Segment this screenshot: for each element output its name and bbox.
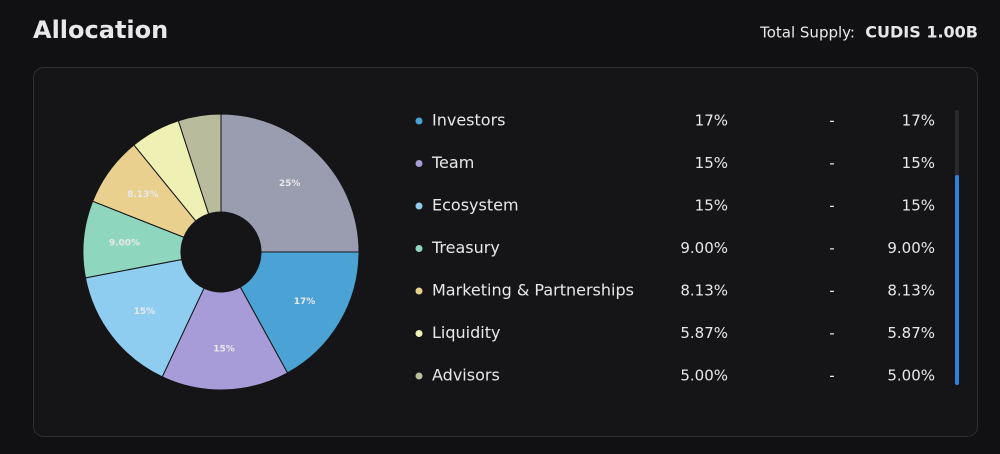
- legend-swatch: [415, 330, 423, 337]
- legend-percent-max: 17%: [902, 112, 935, 130]
- legend-percent-max: 15%: [902, 197, 935, 215]
- slice-label: 15%: [213, 344, 235, 354]
- title: Allocation: [33, 16, 168, 44]
- supply-label: Total Supply:: [759, 24, 855, 42]
- legend-label: Team: [431, 153, 474, 172]
- legend-swatch: [415, 202, 423, 210]
- legend-percent: 17%: [695, 112, 728, 130]
- slice-label: 25%: [279, 179, 301, 189]
- legend-separator: -: [829, 197, 834, 215]
- slice: [220, 113, 360, 253]
- legend-percent-max: 9.00%: [887, 239, 935, 257]
- legend-label: Marketing & Partnerships: [432, 281, 634, 300]
- legend-percent: 15%: [695, 154, 728, 172]
- legend-percent-max: 15%: [902, 154, 935, 172]
- legend-percent-max: 5.00%: [887, 367, 935, 385]
- legend-percent-max: 5.87%: [887, 324, 935, 342]
- legend-separator: -: [829, 282, 834, 300]
- legend-percent: 5.87%: [680, 324, 728, 342]
- legend-label: Investors: [432, 111, 505, 130]
- legend-percent: 8.13%: [680, 282, 728, 300]
- slice: [177, 113, 222, 215]
- slice-label: 8.13%: [127, 190, 158, 200]
- legend-swatch: [415, 160, 423, 167]
- legend-separator: -: [829, 154, 834, 172]
- legend-separator: -: [829, 239, 834, 257]
- legend-separator: -: [829, 367, 834, 385]
- slice-label: 17%: [294, 297, 316, 307]
- slice-label: 15%: [134, 307, 156, 317]
- legend-label: Advisors: [432, 366, 500, 385]
- slice: [239, 251, 360, 374]
- legend-percent-max: 8.13%: [887, 282, 935, 300]
- supply-value: CUDIS 1.00B: [865, 23, 978, 42]
- legend-label: Treasury: [431, 238, 500, 257]
- scroll-thumb[interactable]: [955, 175, 959, 385]
- legend-percent: 9.00%: [680, 239, 728, 257]
- legend-swatch: [415, 245, 423, 252]
- legend-label: Liquidity: [432, 323, 500, 342]
- slice: [84, 258, 205, 378]
- legend-percent: 5.00%: [680, 367, 728, 385]
- slice-label: 9.00%: [109, 238, 140, 248]
- legend-swatch: [415, 287, 423, 295]
- legend-percent: 15%: [695, 197, 728, 215]
- legend-separator: -: [829, 324, 834, 342]
- legend-swatch: [415, 117, 423, 125]
- legend-swatch: [415, 372, 423, 380]
- slice: [161, 286, 289, 391]
- legend-separator: -: [829, 112, 834, 130]
- legend-label: Ecosystem: [432, 196, 519, 215]
